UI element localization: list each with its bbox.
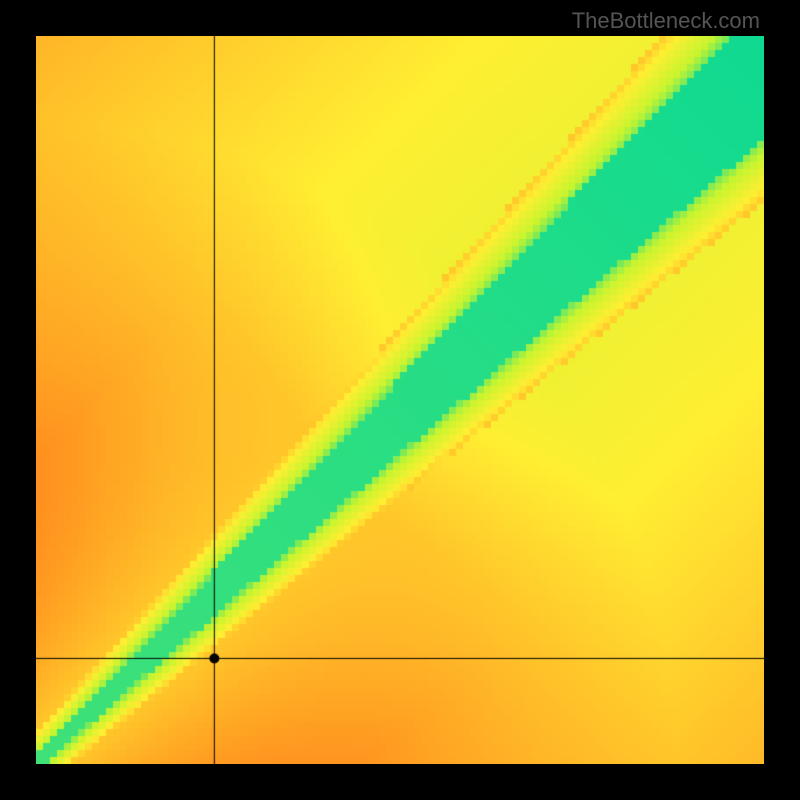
- heatmap-plot: [36, 36, 764, 764]
- heatmap-canvas: [36, 36, 764, 764]
- watermark-text: TheBottleneck.com: [572, 8, 760, 34]
